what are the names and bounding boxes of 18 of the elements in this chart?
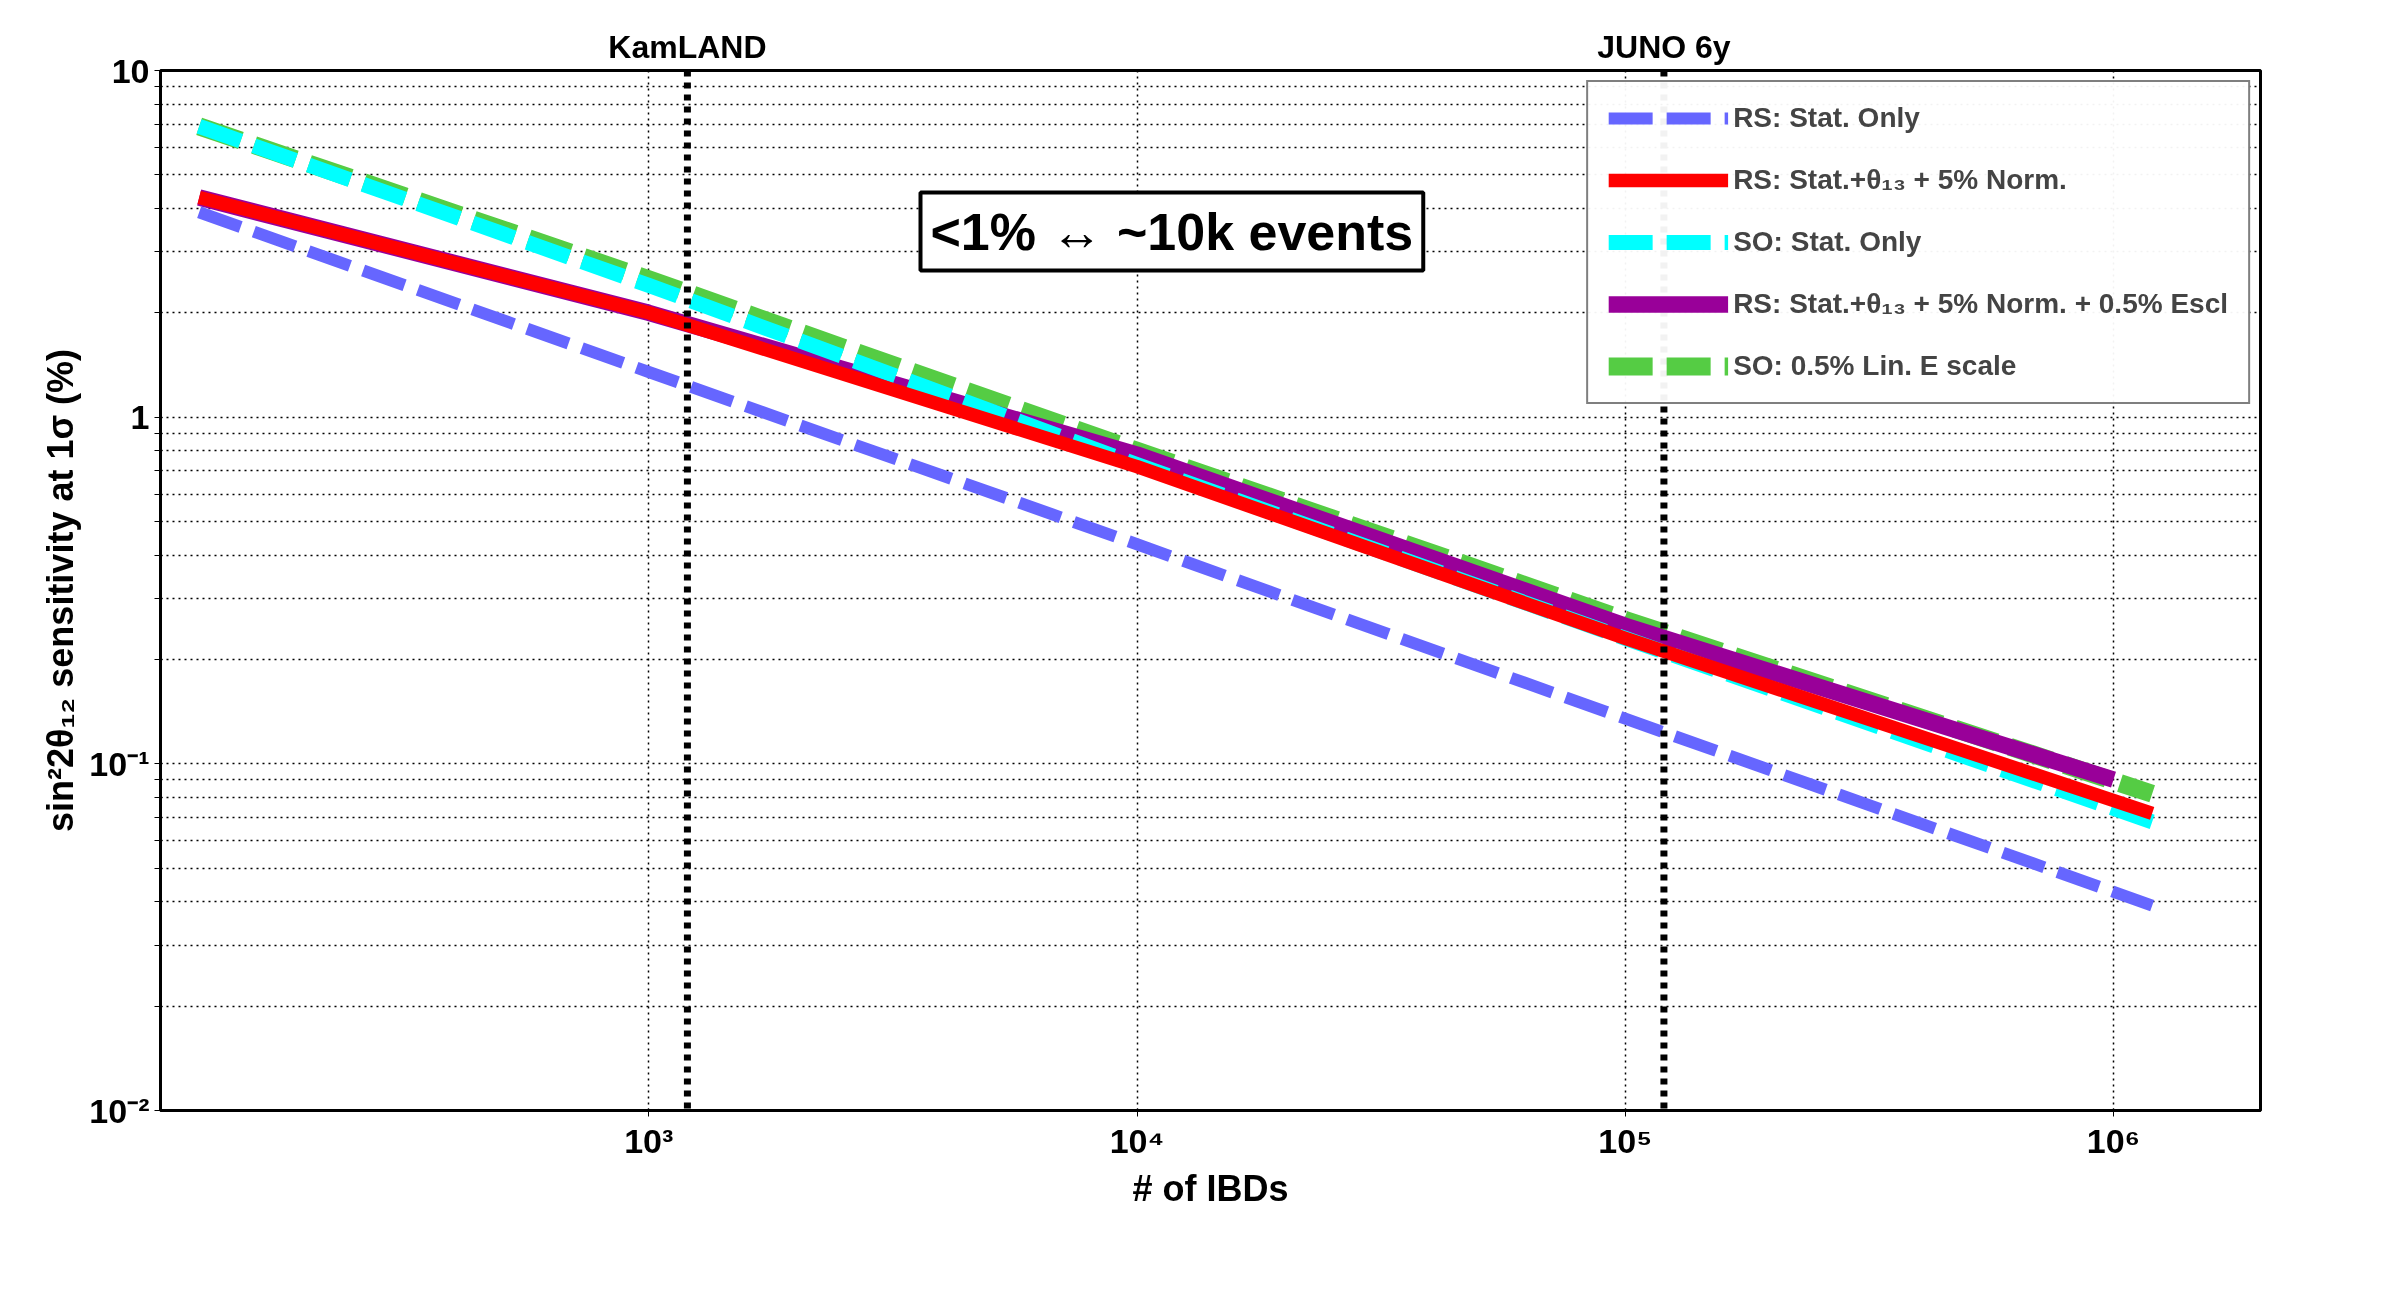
y-axis-title: sin²2θ₁₂ sensitivity at 1σ (%): [40, 348, 82, 833]
annotation: <1% ↔ ~10k events: [930, 202, 1414, 261]
legend-label: SO: 0.5% Lin. E scale: [1733, 350, 2017, 382]
x-tick-label: 10⁵: [1598, 1121, 1653, 1160]
y-tick-label: 10⁻¹: [89, 744, 150, 783]
ref-line-label: JUNO 6y: [1597, 28, 1731, 65]
x-tick-label: 10³: [624, 1121, 674, 1160]
y-tick-label: 10⁻²: [89, 1091, 150, 1130]
legend-label: RS: Stat.+θ₁₃ + 5% Norm. + 0.5% Escl: [1733, 288, 2228, 320]
x-tick-label: 10⁴: [1109, 1121, 1165, 1160]
x-tick-label: 10⁶: [2086, 1121, 2141, 1160]
x-axis-title: # of IBDs: [1132, 1167, 1289, 1209]
legend-label: SO: Stat. Only: [1733, 226, 1922, 258]
y-tick-label: 1: [130, 398, 150, 437]
ref-line-label: KamLAND: [608, 28, 767, 65]
legend-label: RS: Stat.+θ₁₃ + 5% Norm.: [1733, 164, 2067, 196]
y-tick-label: 10: [111, 51, 150, 90]
legend-label: RS: Stat. Only: [1733, 102, 1920, 134]
